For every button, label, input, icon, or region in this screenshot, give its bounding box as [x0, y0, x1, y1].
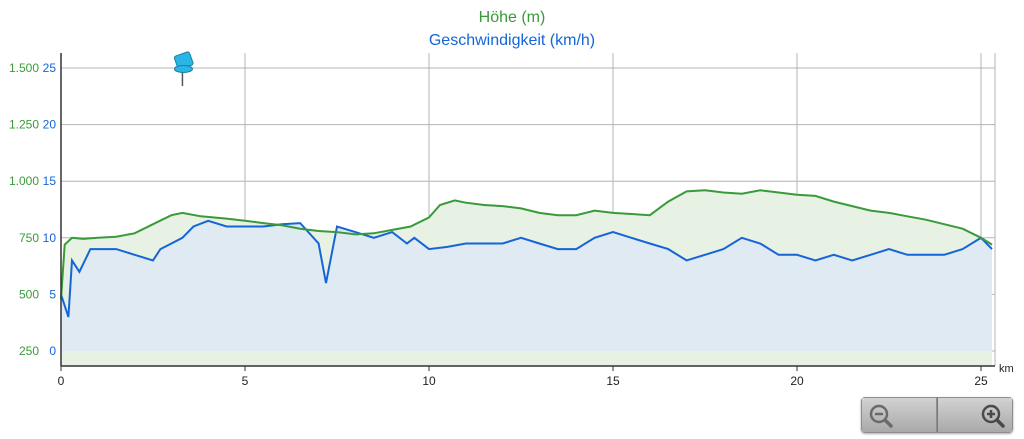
zoom-in-button[interactable] [937, 397, 1013, 433]
x-tick-label-0: 0 [58, 374, 65, 388]
y-left-tick-label-3: 1.000 [9, 174, 39, 188]
y-right-tick-label-4: 20 [43, 118, 57, 132]
zoom-out-button[interactable] [861, 397, 937, 433]
y-left-tick-label-0: 250 [19, 344, 39, 358]
zoom-control [861, 397, 1013, 433]
zoom-out-icon [869, 404, 893, 428]
x-tick-label-2: 10 [422, 374, 436, 388]
y-right-tick-label-1: 5 [49, 287, 56, 301]
zoom-in-icon [981, 404, 1005, 428]
elevation-line [60, 189, 993, 299]
pin-icon[interactable] [173, 51, 194, 86]
y-left-tick-label-2: 750 [19, 231, 39, 245]
y-left-tick-label-5: 1.500 [9, 61, 39, 75]
x-axis-unit-label: km [999, 363, 1014, 375]
x-tick-label-3: 15 [606, 374, 620, 388]
x-tick-label-5: 25 [974, 374, 988, 388]
speed-line [60, 219, 993, 318]
x-tick-label-1: 5 [242, 374, 249, 388]
y-left-tick-label-4: 1.250 [9, 118, 39, 132]
speed-area [61, 220, 993, 351]
y-right-tick-label-3: 15 [43, 174, 57, 188]
y-right-tick-label-2: 10 [43, 231, 57, 245]
y-right-tick-label-5: 25 [43, 61, 57, 75]
y-left-tick-label-1: 500 [19, 287, 39, 301]
chart-title-speed: Geschwindigkeit (km/h) [428, 32, 596, 49]
chart-title-elevation: Höhe (m) [478, 9, 546, 26]
y-right-tick-label-0: 0 [49, 344, 56, 358]
x-tick-label-4: 20 [790, 374, 804, 388]
